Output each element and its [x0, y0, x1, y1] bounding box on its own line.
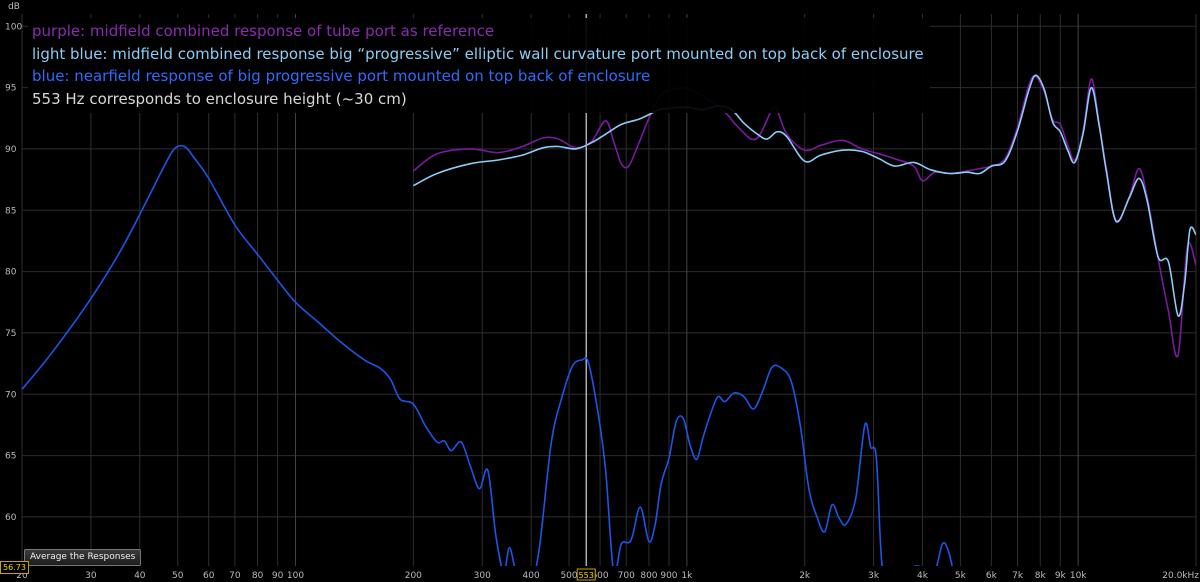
- x-tick-label: 6k: [986, 571, 998, 581]
- x-tick-label: 4k: [917, 571, 929, 581]
- x-tick-label: 90: [272, 571, 284, 581]
- series-lines: [22, 74, 1196, 566]
- series-line-blue: [22, 144, 953, 566]
- x-tick-label: 40: [134, 571, 146, 581]
- x-tick-label: 900: [660, 571, 677, 581]
- y-tick-label: 70: [5, 390, 17, 400]
- legend: purple: midfield combined response of tu…: [28, 18, 930, 113]
- x-tick-label: 7k: [1012, 571, 1024, 581]
- x-tick-label: 20: [16, 571, 28, 581]
- cursor-value-readout: 56.73: [0, 561, 29, 574]
- x-tick-label: 80: [252, 571, 264, 581]
- y-axis-ticks: 60 65 70 75 80 85 90 95 100: [5, 22, 22, 523]
- x-tick-label: 20.0kHz: [1162, 571, 1199, 581]
- x-tick-label: 60: [203, 571, 215, 581]
- x-tick-label: 70: [229, 571, 241, 581]
- cursor-freq-label: 553: [579, 571, 594, 580]
- x-tick-label: 2k: [799, 571, 811, 581]
- average-responses-button[interactable]: Average the Responses: [24, 549, 142, 566]
- x-tick-label: 100: [287, 571, 304, 581]
- x-tick-label: 800: [640, 571, 657, 581]
- x-tick-label: 400: [523, 571, 540, 581]
- legend-blue: blue: nearfield response of big progress…: [32, 67, 651, 85]
- y-tick-label: 100: [5, 22, 22, 32]
- series-line-light-blue: [412, 74, 1196, 317]
- y-tick-label: 85: [5, 206, 16, 216]
- x-tick-label: 300: [474, 571, 491, 581]
- x-axis-ticks: 20 30 40 50 60 70 80 90 100 200 300 400 500 600 700 800…: [16, 568, 1199, 581]
- y-tick-label: 65: [5, 452, 16, 462]
- x-tick-label: 1k: [681, 571, 693, 581]
- y-tick-label: 95: [5, 84, 16, 94]
- legend-purple: purple: midfield combined response of tu…: [32, 22, 495, 40]
- y-tick-label: 60: [5, 513, 17, 523]
- x-tick-label: 10k: [1070, 571, 1087, 581]
- y-tick-label: 75: [5, 329, 16, 339]
- y-axis-unit: dB: [8, 2, 20, 12]
- x-tick-label: 50: [172, 571, 184, 581]
- legend-light-blue: light blue: midfield combined response b…: [32, 44, 924, 63]
- x-tick-label: 8k: [1035, 571, 1047, 581]
- cursor-freq-box: [576, 568, 596, 581]
- y-tick-label: 90: [5, 145, 17, 155]
- x-tick-label: 30: [85, 571, 97, 581]
- x-tick-label: 9k: [1055, 571, 1067, 581]
- x-tick-label: 500: [560, 571, 577, 581]
- x-tick-label: 600: [591, 571, 608, 581]
- y-tick-label: 80: [5, 268, 17, 278]
- legend-note: 553 Hz corresponds to enclosure height (…: [32, 89, 407, 108]
- x-tick-label: 700: [618, 571, 635, 581]
- x-tick-label: 5k: [955, 571, 967, 581]
- x-tick-label: 200: [405, 571, 422, 581]
- x-tick-label: 3k: [868, 571, 880, 581]
